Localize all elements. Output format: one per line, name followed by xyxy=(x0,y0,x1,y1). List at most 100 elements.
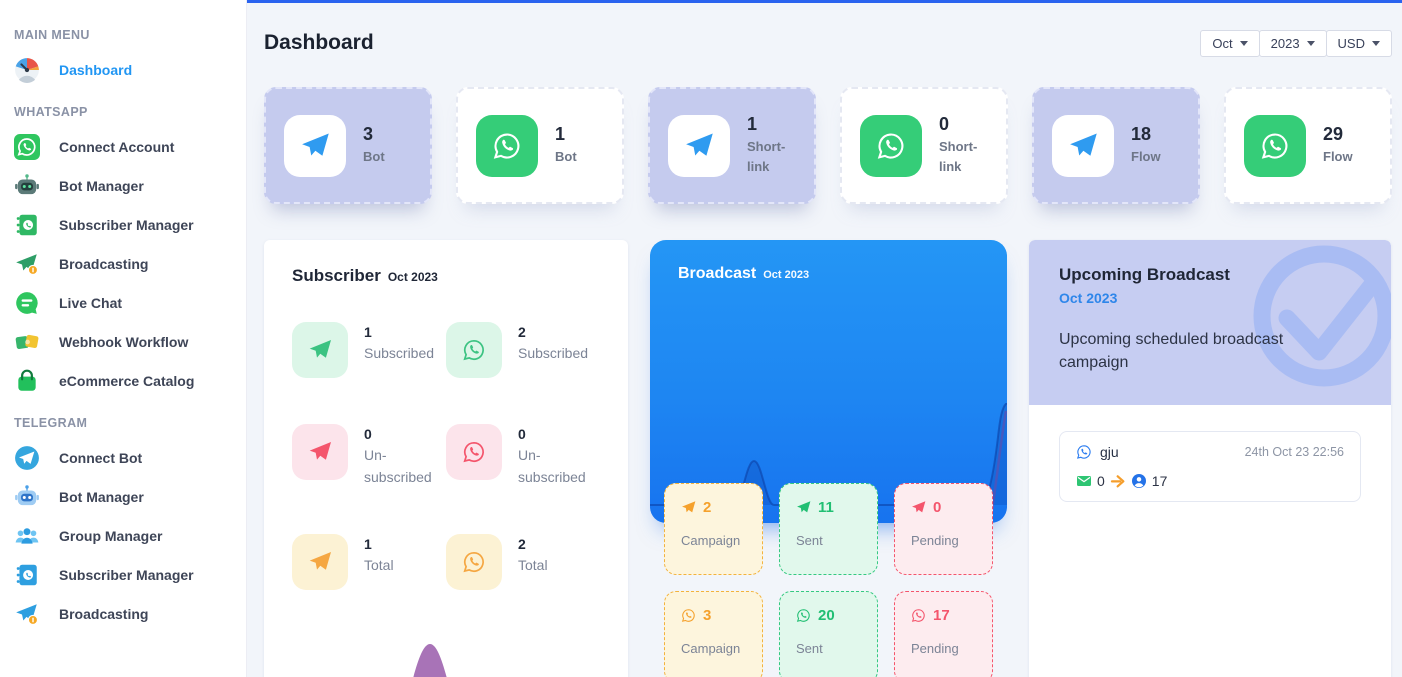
tile-whatsapp-pending: 17 Pending xyxy=(894,591,993,677)
sidebar-item-wa-connect-account[interactable]: Connect Account xyxy=(0,127,246,166)
sidebar-item-tg-connect-bot[interactable]: Connect Bot xyxy=(0,438,246,477)
whatsapp-icon xyxy=(1244,114,1306,177)
telegram-plane-icon xyxy=(284,114,346,177)
sidebar-item-label: eCommerce Catalog xyxy=(59,372,195,389)
tile-label: Campaign xyxy=(681,533,741,548)
stat-label: Short-link xyxy=(747,138,786,174)
tile-telegram-pending: 0 Pending xyxy=(894,483,993,575)
main-content: Dashboard Oct 2023 USD 3 xyxy=(247,0,1402,677)
month-select[interactable]: Oct xyxy=(1200,29,1260,57)
address-book-icon xyxy=(14,212,40,238)
telegram-plane-icon xyxy=(911,500,926,515)
currency-select[interactable]: USD xyxy=(1325,29,1392,57)
check-circle-decoration-icon xyxy=(1253,245,1391,387)
stat-whatsapp-subscribed: 2 Subscribed xyxy=(446,322,600,378)
arrow-right-icon xyxy=(1110,473,1126,489)
telegram-plane-icon xyxy=(668,114,730,177)
subscriber-trend-sparkline xyxy=(413,644,447,677)
tile-value: 20 xyxy=(818,607,835,624)
stat-label: Flow xyxy=(1323,148,1353,164)
upcoming-panel-header: Upcoming Broadcast Oct 2023 Upcoming sch… xyxy=(1029,240,1391,405)
sidebar-item-label: Connect Bot xyxy=(59,449,143,466)
sidebar: MAIN MENU Dashboard WHATSAPP Connect Acc… xyxy=(0,0,247,677)
stat-value: 1 xyxy=(747,113,758,134)
stat-card-whatsapp-shortlink: 0 Short-link xyxy=(840,87,1008,204)
sidebar-item-label: Subscriber Manager xyxy=(59,566,194,583)
subscriber-title: Subscriber xyxy=(292,266,381,285)
section-label-whatsapp: WHATSAPP xyxy=(14,105,88,119)
group-icon xyxy=(14,523,40,549)
stat-value: 29 xyxy=(1323,123,1344,144)
sidebar-item-wa-subscriber-manager[interactable]: Subscriber Manager xyxy=(0,205,246,244)
tile-label: Sent xyxy=(796,533,823,548)
entry-recipient-count: 17 xyxy=(1151,473,1168,489)
chevron-down-icon xyxy=(1372,40,1380,46)
telegram-plane-icon xyxy=(796,500,811,515)
whatsapp-icon xyxy=(476,114,538,177)
year-select-value: 2023 xyxy=(1270,35,1300,51)
sidebar-item-wa-bot-manager[interactable]: Bot Manager xyxy=(0,166,246,205)
stat-telegram-subscribed: 1 Subscribed xyxy=(292,322,446,378)
stat-card-telegram-shortlink: 1 Short-link xyxy=(648,87,816,204)
sidebar-item-tg-bot-manager[interactable]: Bot Manager xyxy=(0,477,246,516)
tile-value: 2 xyxy=(703,499,712,516)
telegram-plane-icon xyxy=(292,534,348,591)
stat-card-telegram-flow: 18 Flow xyxy=(1032,87,1200,204)
sidebar-item-label: Dashboard xyxy=(59,61,133,78)
telegram-plane-icon xyxy=(681,500,696,515)
broadcast-plane-badge-icon xyxy=(14,601,40,627)
stat-value: 2 xyxy=(518,536,526,553)
entry-datetime: 24th Oct 23 22:56 xyxy=(1244,445,1344,459)
sidebar-item-label: Live Chat xyxy=(59,294,123,311)
sidebar-item-wa-broadcasting[interactable]: Broadcasting xyxy=(0,244,246,283)
month-select-value: Oct xyxy=(1212,35,1233,51)
subscriber-panel: Subscriber Oct 2023 1 Subscribed 2 Subscr… xyxy=(264,240,628,677)
upcoming-description: Upcoming scheduled broadcast campaign xyxy=(1059,331,1284,372)
stat-card-whatsapp-bot: 1 Bot xyxy=(456,87,624,204)
section-label-main-menu: MAIN MENU xyxy=(14,28,90,42)
telegram-plane-icon xyxy=(292,322,348,378)
broadcast-period: Oct 2023 xyxy=(763,269,810,281)
sidebar-item-dashboard[interactable]: Dashboard xyxy=(0,50,246,89)
shopping-bag-icon xyxy=(14,368,40,394)
sidebar-item-wa-ecommerce-catalog[interactable]: eCommerce Catalog xyxy=(0,361,246,400)
stat-telegram-total: 1 Total xyxy=(292,534,446,591)
robot-icon xyxy=(14,484,40,510)
sidebar-item-tg-group-manager[interactable]: Group Manager xyxy=(0,516,246,555)
page-title: Dashboard xyxy=(264,31,374,54)
stat-value: 1 xyxy=(555,123,566,144)
stat-label: Un-subscribed xyxy=(364,447,432,485)
whatsapp-icon xyxy=(911,608,926,623)
filter-group: Oct 2023 USD xyxy=(1200,29,1392,57)
page-header: Dashboard Oct 2023 USD xyxy=(264,23,1392,63)
sidebar-item-tg-subscriber-manager[interactable]: Subscriber Manager xyxy=(0,555,246,594)
upcoming-panel-body: gju 24th Oct 23 22:56 0 17 xyxy=(1029,405,1391,528)
section-label-telegram: TELEGRAM xyxy=(14,416,88,430)
stat-label: Bot xyxy=(555,148,577,164)
sidebar-item-label: Group Manager xyxy=(59,527,163,544)
sidebar-item-tg-broadcasting[interactable]: Broadcasting xyxy=(0,594,246,633)
stat-value: 2 xyxy=(518,324,526,340)
tile-telegram-campaign: 2 Campaign xyxy=(664,483,763,575)
sidebar-item-wa-webhook-workflow[interactable]: Webhook Workflow xyxy=(0,322,246,361)
puzzle-icon xyxy=(14,329,40,355)
whatsapp-app-icon xyxy=(14,134,40,160)
sidebar-item-label: Subscriber Manager xyxy=(59,216,194,233)
stat-label: Subscribed xyxy=(364,345,435,361)
currency-select-value: USD xyxy=(1337,35,1365,51)
tile-label: Pending xyxy=(911,641,959,656)
robot-icon xyxy=(14,173,40,199)
upcoming-broadcast-panel: Upcoming Broadcast Oct 2023 Upcoming sch… xyxy=(1029,240,1391,677)
stat-label: Flow xyxy=(1131,148,1161,164)
telegram-plane-icon xyxy=(292,424,348,480)
stat-label: Bot xyxy=(363,148,385,164)
tile-label: Pending xyxy=(911,533,959,548)
user-circle-icon xyxy=(1131,473,1147,489)
sidebar-item-label: Connect Account xyxy=(59,138,175,155)
year-select[interactable]: 2023 xyxy=(1258,29,1327,57)
sidebar-item-wa-live-chat[interactable]: Live Chat xyxy=(0,283,246,322)
broadcast-title: Broadcast xyxy=(678,265,757,282)
whatsapp-icon xyxy=(446,424,502,480)
whatsapp-icon xyxy=(446,534,502,591)
stat-label: Short-link xyxy=(939,138,978,174)
